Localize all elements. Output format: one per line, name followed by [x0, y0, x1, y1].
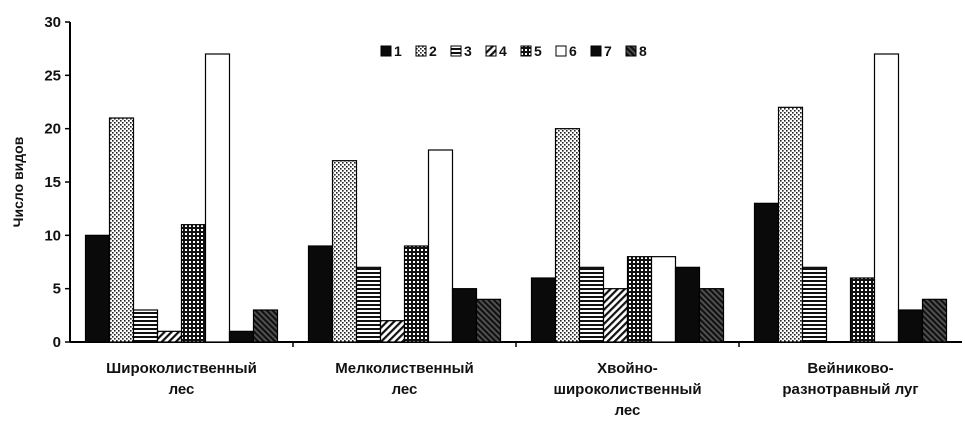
- bar-series-7: [228, 330, 255, 343]
- y-tick-label: 25: [44, 67, 61, 84]
- legend-swatch-4: [485, 45, 497, 57]
- bar-series-3: [578, 266, 605, 343]
- legend-swatch-2: [415, 45, 427, 57]
- bar-series-6: [873, 53, 900, 343]
- legend-label: 2: [429, 43, 437, 59]
- bar-series-6: [204, 53, 231, 343]
- y-tick-label: 0: [53, 334, 61, 351]
- bar-series-6: [650, 256, 677, 343]
- y-axis-label: Число видов: [10, 136, 26, 227]
- y-tick-label: 20: [44, 121, 61, 138]
- bar-series-5: [626, 256, 653, 343]
- legend-label: 6: [569, 43, 577, 59]
- legend-label: 5: [534, 43, 542, 59]
- category-label: разнотравный луг: [782, 381, 918, 398]
- legend-label: 4: [499, 43, 507, 59]
- legend-swatch-3: [450, 45, 462, 57]
- bar-series-2: [777, 106, 804, 343]
- bar-series-6: [427, 149, 454, 343]
- legend: 1 2 3 4 5 6 7 8: [380, 43, 647, 59]
- bar-series-2: [108, 117, 135, 343]
- bar-series-4: [379, 320, 406, 343]
- y-tick-label: 30: [44, 14, 61, 31]
- y-tick-label: 15: [44, 174, 61, 191]
- legend-swatch-7: [590, 45, 602, 57]
- legend-swatch-8: [625, 45, 637, 57]
- legend-swatch-1: [380, 45, 392, 57]
- category-label: Хвойно-: [597, 360, 658, 377]
- category-label: Мелколиственный: [335, 360, 473, 377]
- bar-series-3: [801, 266, 828, 343]
- category-label: Широколиственный: [106, 360, 257, 377]
- category-label: лес: [169, 381, 195, 398]
- bar-series-3: [132, 309, 159, 343]
- bar-series-2: [554, 128, 581, 343]
- bar-series-1: [84, 234, 111, 343]
- legend-label: 1: [394, 43, 402, 59]
- bar-series-1: [307, 245, 334, 343]
- bar-series-4: [156, 330, 183, 343]
- bar-series-5: [849, 277, 876, 343]
- category-label: широколиственный: [553, 381, 701, 398]
- bar-series-8: [698, 288, 725, 343]
- bar-series-3: [355, 266, 382, 343]
- bar-series-8: [921, 298, 948, 343]
- bar-series-7: [451, 288, 478, 343]
- legend-swatch-6: [555, 45, 567, 57]
- legend-swatch-5: [520, 45, 532, 57]
- bar-series-4: [602, 288, 629, 343]
- bar-series-5: [180, 224, 207, 343]
- bar-series-1: [530, 277, 557, 343]
- legend-label: 8: [639, 43, 647, 59]
- category-label: лес: [615, 402, 641, 419]
- legend-label: 7: [604, 43, 612, 59]
- y-tick-label: 10: [44, 227, 61, 244]
- bar-series-8: [252, 309, 279, 343]
- legend-label: 3: [464, 43, 472, 59]
- bar-series-2: [331, 160, 358, 343]
- category-label: Вейниково-: [807, 360, 893, 377]
- plot-area: 051015202530ШироколиственныйлесМелколист…: [44, 14, 962, 419]
- bar-series-8: [475, 298, 502, 343]
- category-label: лес: [392, 381, 418, 398]
- y-tick-label: 5: [53, 281, 61, 298]
- bar-series-7: [674, 266, 701, 343]
- bar-series-1: [753, 202, 780, 343]
- bar-series-5: [403, 245, 430, 343]
- bar-series-7: [897, 309, 924, 343]
